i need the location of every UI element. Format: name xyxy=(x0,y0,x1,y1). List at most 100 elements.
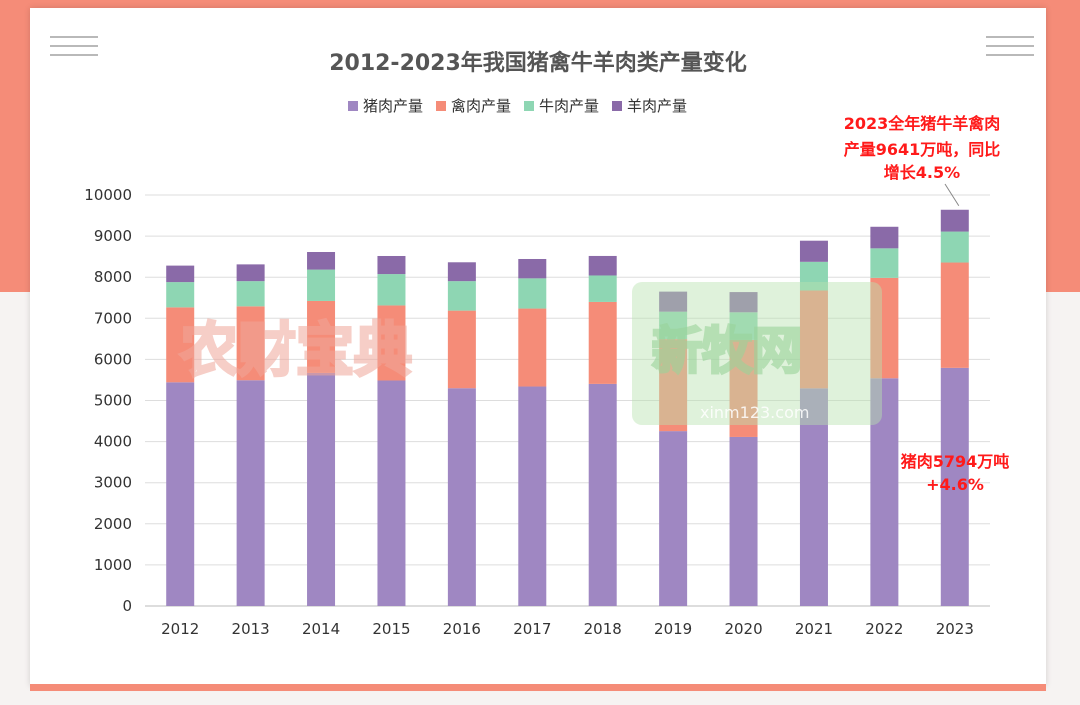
watermark: 农财宝典 新牧网 xinm123.com xyxy=(179,282,882,425)
bar-segment xyxy=(307,269,336,301)
legend-label: 羊肉产量 xyxy=(627,97,687,115)
y-tick-label: 10000 xyxy=(84,186,132,204)
bar-segment xyxy=(588,383,617,606)
bar-segment xyxy=(236,380,265,606)
y-tick-label: 7000 xyxy=(94,309,132,327)
bar-segment xyxy=(518,308,547,387)
legend-label: 牛肉产量 xyxy=(539,97,599,115)
bar-segment xyxy=(518,386,547,606)
x-tick-label: 2022 xyxy=(865,620,903,638)
watermark-logo: 新牧网 xyxy=(652,322,802,380)
x-tick-label: 2015 xyxy=(372,620,410,638)
x-tick-label: 2023 xyxy=(936,620,974,638)
legend-swatch xyxy=(524,101,534,111)
bar-segment xyxy=(870,248,899,278)
watermark-logo: 农财宝典 xyxy=(180,316,412,384)
watermark-url: xinm123.com xyxy=(700,403,809,422)
bar-segment xyxy=(377,380,406,606)
bar-segment xyxy=(729,312,758,340)
bar-segment xyxy=(940,367,969,606)
bar-segment xyxy=(588,275,617,302)
watermark-badge xyxy=(632,282,882,425)
bar-segment xyxy=(307,372,336,606)
legend: 猪肉产量 禽肉产量 牛肉产量 羊肉产量 xyxy=(348,97,687,115)
legend-swatch xyxy=(436,101,446,111)
x-tick-label: 2018 xyxy=(584,620,622,638)
bar-segment xyxy=(518,278,547,309)
annotation-text: 猪肉5794万吨 xyxy=(900,452,1010,471)
bar-segment xyxy=(659,339,688,432)
bar-segment xyxy=(166,282,195,308)
bar-segment xyxy=(588,255,617,276)
y-axis: 0 1000 2000 3000 4000 5000 6000 7000 8000 9000 100… xyxy=(84,186,132,615)
y-tick-label: 1000 xyxy=(94,556,132,574)
x-axis: 2012 2013 2014 2015 2016 2017 2018 2019 2020 2021… xyxy=(161,620,974,638)
bar-segment xyxy=(870,378,899,606)
bar-segment xyxy=(659,291,688,312)
bar-segment xyxy=(729,339,758,437)
bar-segment xyxy=(166,307,195,383)
annotation-text: 产量9641万吨，同比 xyxy=(844,140,1001,159)
x-tick-label: 2021 xyxy=(795,620,833,638)
bar-segment xyxy=(377,255,406,275)
x-tick-label: 2020 xyxy=(724,620,762,638)
bar-segment xyxy=(940,209,969,232)
y-tick-label: 9000 xyxy=(94,227,132,245)
bar-segment xyxy=(236,306,265,381)
bar-segment xyxy=(729,436,758,606)
legend-swatch xyxy=(612,101,622,111)
bar-segment xyxy=(307,300,336,373)
bar-segment xyxy=(870,277,899,379)
bar-segment xyxy=(729,292,758,313)
x-tick-label: 2014 xyxy=(302,620,340,638)
bar-segment xyxy=(799,261,828,291)
legend-label: 猪肉产量 xyxy=(363,97,423,115)
annotation-leader-line xyxy=(944,183,960,207)
y-tick-label: 0 xyxy=(122,597,132,615)
annotation-text: 增长4.5% xyxy=(884,163,960,182)
bar-segment xyxy=(940,231,969,263)
chart-title: 2012-2023年我国猪禽牛羊肉类产量变化 xyxy=(329,50,747,76)
menu-icon[interactable] xyxy=(50,36,98,58)
y-tick-label: 3000 xyxy=(94,474,132,492)
bar-segment xyxy=(236,281,265,307)
bar-segment xyxy=(377,305,406,381)
legend-swatch xyxy=(348,101,358,111)
card-bottom-bar xyxy=(30,684,1046,691)
bar-segment xyxy=(236,264,265,282)
gridlines xyxy=(145,194,990,607)
bar-segment xyxy=(659,311,688,340)
legend-label: 禽肉产量 xyxy=(451,97,511,115)
bar-segment xyxy=(799,290,828,389)
bar-segment xyxy=(377,274,406,306)
bar-segment xyxy=(447,388,476,606)
bar-segment xyxy=(447,310,476,389)
y-tick-label: 6000 xyxy=(94,350,132,368)
bar-segment xyxy=(799,240,828,262)
bar-segment xyxy=(940,262,969,368)
y-tick-label: 5000 xyxy=(94,392,132,410)
annotation-text: 2023全年猪牛羊禽肉 xyxy=(844,114,1001,133)
bar-segment xyxy=(307,252,336,270)
bar-segment xyxy=(870,226,899,249)
annotation-text: +4.6% xyxy=(926,475,984,494)
bar-segment xyxy=(447,281,476,311)
bars xyxy=(166,209,969,606)
menu-icon[interactable] xyxy=(986,36,1034,58)
x-tick-label: 2016 xyxy=(443,620,481,638)
bar-segment xyxy=(166,382,195,606)
bar-segment xyxy=(588,301,617,384)
x-tick-label: 2019 xyxy=(654,620,692,638)
bar-segment xyxy=(166,265,195,283)
y-tick-label: 2000 xyxy=(94,515,132,533)
bar-segment xyxy=(518,258,547,279)
y-tick-label: 8000 xyxy=(94,268,132,286)
y-tick-label: 4000 xyxy=(94,433,132,451)
x-tick-label: 2017 xyxy=(513,620,551,638)
bar-segment xyxy=(659,431,688,606)
x-tick-label: 2013 xyxy=(232,620,270,638)
bar-segment xyxy=(799,388,828,606)
x-tick-label: 2012 xyxy=(161,620,199,638)
